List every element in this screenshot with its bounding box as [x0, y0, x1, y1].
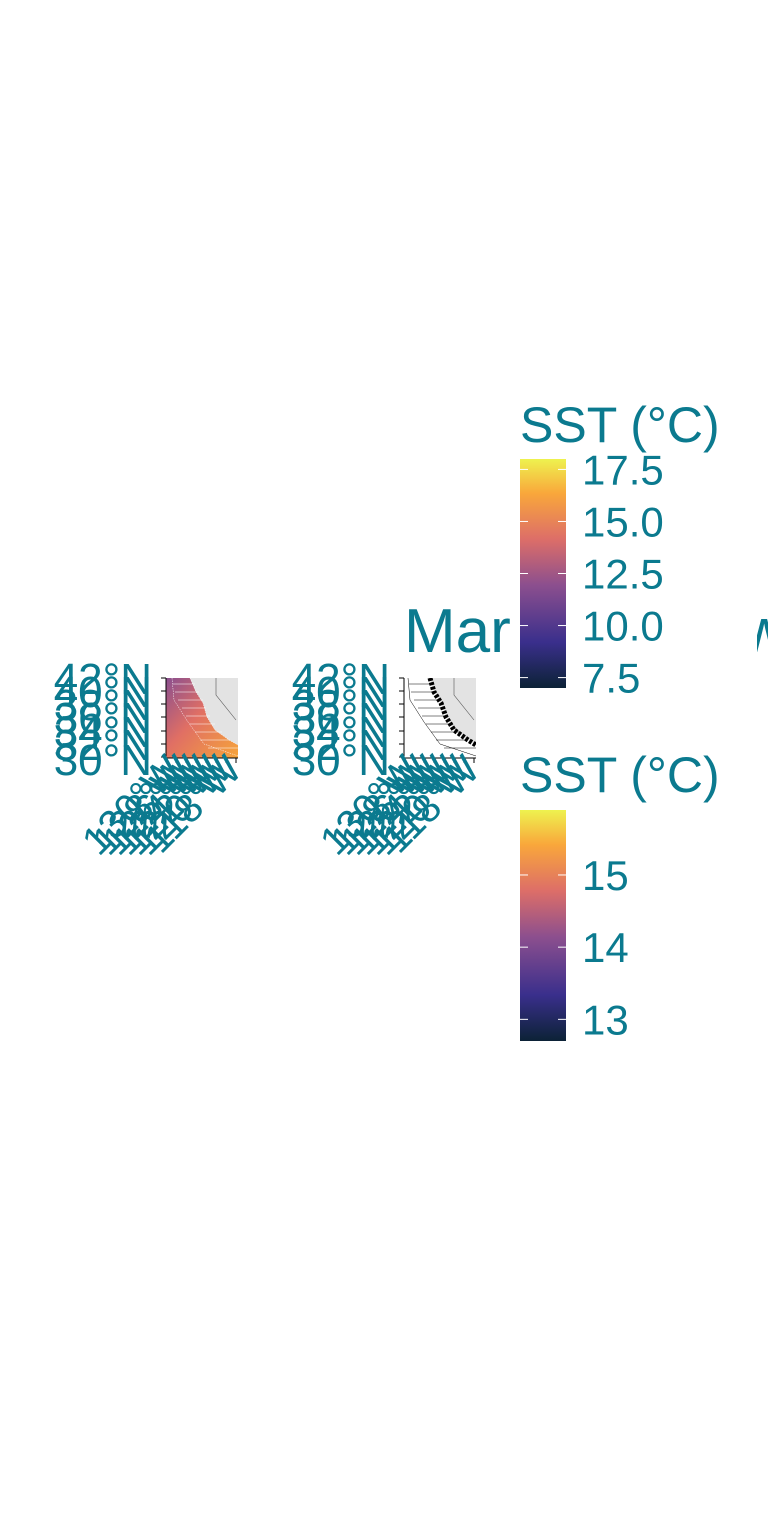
right-y-tick-labels: 42°N 40°N 38°N 36°N 34°N 32°N 30°N — [292, 655, 390, 785]
left-y-tick-labels: 42°N 40°N 38°N 36°N 34°N 32°N 30°N — [54, 655, 152, 785]
legend-right-tick-label: 15 — [582, 852, 629, 899]
legend-sst-right: SST (°C) 13 14 15 — [516, 745, 756, 1043]
legend-left-tick-label: 10.0 — [582, 603, 664, 650]
right-map — [404, 678, 476, 758]
legend-left-tick-label: 12.5 — [582, 551, 664, 598]
legend-right-colorbar — [520, 810, 566, 1041]
legend-left-tick-label: 15.0 — [582, 498, 664, 545]
legend-left-tick-label: 17.5 — [582, 446, 664, 493]
legend-sst-left: SST (°C) 7.5 10.0 12.5 15.0 17.5 — [512, 395, 757, 702]
legend-left-tick-label: 7.5 — [582, 655, 640, 702]
legend-right-tick-label: 13 — [582, 996, 629, 1043]
legend-left-title: SST (°C) — [520, 397, 720, 453]
legend-right-tick-label: 14 — [582, 924, 629, 971]
legend-right-title: SST (°C) — [520, 747, 720, 803]
left-panel: 42°N 40°N 38°N 36°N 34°N 32°N 30°N 130°W… — [54, 655, 251, 864]
left-map — [166, 678, 238, 758]
